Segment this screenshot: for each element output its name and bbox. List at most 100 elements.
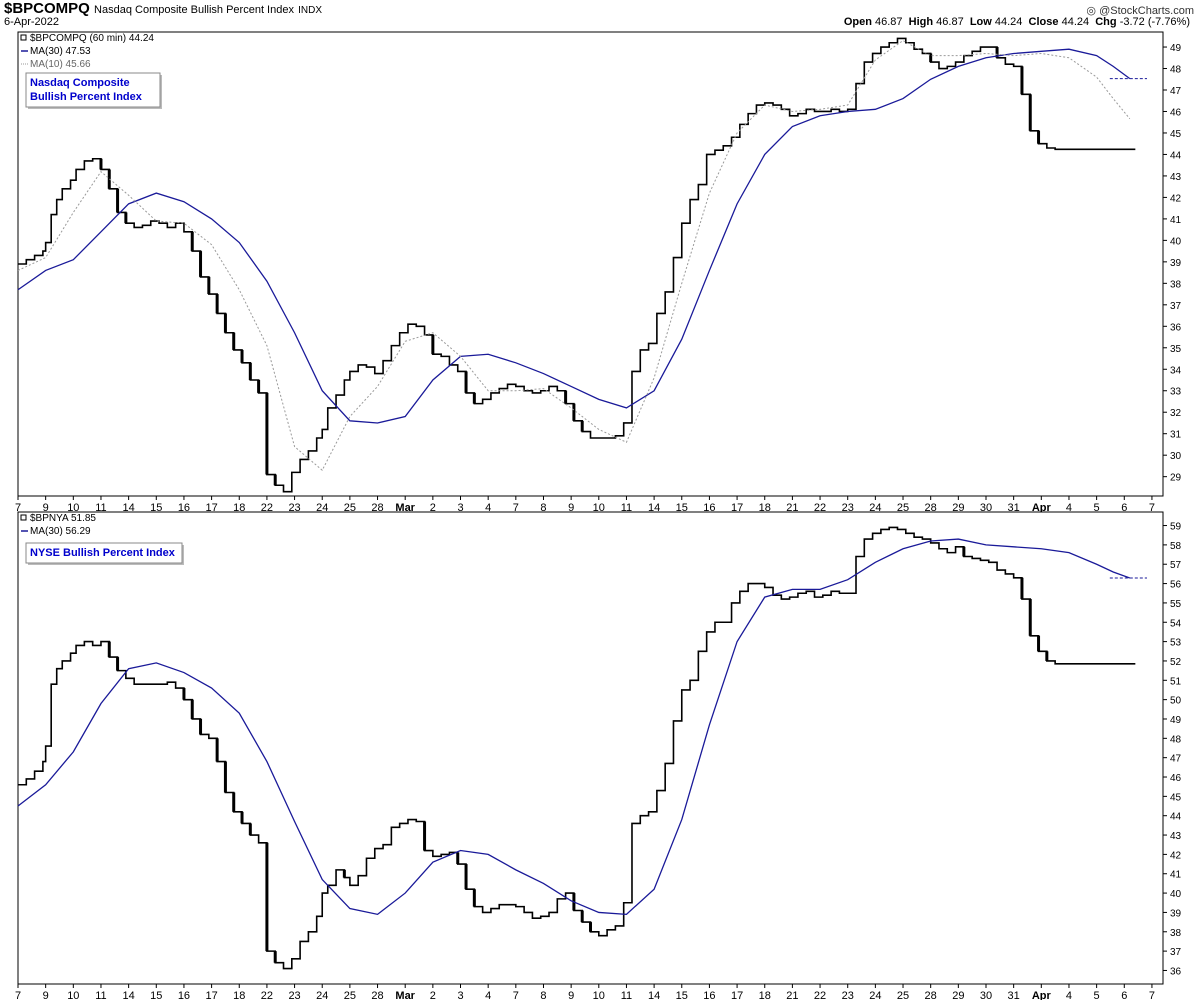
x-tick-label: 22 [261,990,273,1000]
chart-date: 6-Apr-2022 [4,16,60,28]
y-tick-label: 47 [1170,86,1182,97]
quote-bar: Open 46.87 High 46.87 Low 44.24 Close 44… [844,16,1190,28]
panel-1: 2930313233343536373839404142434445464748… [15,31,1182,514]
y-tick-label: 56 [1170,580,1182,591]
x-tick-label: 18 [759,990,771,1000]
y-tick-label: 49 [1170,43,1182,54]
x-tick-label: 7 [513,502,519,514]
x-tick-label: 17 [205,502,217,514]
symbol-text: $BPCOMPQ [4,0,90,17]
y-tick-label: 41 [1170,215,1182,226]
y-tick-label: 41 [1170,870,1182,881]
x-tick-label: 16 [703,990,715,1000]
annotation-text: Bullish Percent Index [30,91,143,103]
x-tick-label: 23 [842,502,854,514]
legend-symbol: $BPCOMPQ (60 min) 44.24 [30,33,154,44]
x-tick-label: 4 [485,502,491,514]
x-tick-label: 21 [786,990,798,1000]
y-tick-label: 40 [1170,889,1182,900]
x-tick-label: 3 [457,990,463,1000]
x-tick-label: 14 [123,502,135,514]
y-tick-label: 36 [1170,966,1182,977]
x-tick-label: 8 [540,990,546,1000]
x-tick-label: 5 [1094,502,1100,514]
y-tick-label: 59 [1170,522,1182,533]
x-tick-label: Apr [1032,502,1052,514]
y-tick-label: 44 [1170,812,1182,823]
x-tick-label: 24 [869,990,881,1000]
x-tick-label: 16 [178,990,190,1000]
x-tick-label: 2 [430,990,436,1000]
y-tick-label: 55 [1170,599,1182,610]
annotation-text: Nasdaq Composite [30,77,130,89]
x-tick-label: 29 [952,502,964,514]
x-tick-label: 28 [371,502,383,514]
y-tick-label: 39 [1170,258,1182,269]
x-tick-label: 31 [1008,990,1020,1000]
x-tick-label: 23 [288,502,300,514]
x-tick-label: 7 [1149,502,1155,514]
y-tick-label: 36 [1170,322,1182,333]
x-tick-label: 24 [316,502,328,514]
x-tick-label: Mar [395,502,415,514]
y-tick-label: 29 [1170,473,1182,484]
x-tick-label: 4 [1066,502,1072,514]
y-tick-label: 43 [1170,172,1182,183]
symbol-description: Nasdaq Composite Bullish Percent Index [94,4,294,16]
y-tick-label: 31 [1170,430,1182,441]
y-tick-label: 46 [1170,107,1182,118]
y-tick-label: 47 [1170,754,1182,765]
x-tick-label: 14 [648,990,660,1000]
x-tick-label: 9 [568,990,574,1000]
x-tick-label: 15 [676,990,688,1000]
low-label: Low [969,16,992,28]
x-tick-label: 15 [150,990,162,1000]
x-tick-label: 28 [371,990,383,1000]
y-tick-label: 48 [1170,65,1182,76]
x-tick-label: 8 [540,502,546,514]
x-tick-label: Mar [395,990,415,1000]
y-tick-label: 58 [1170,541,1182,552]
y-tick-label: 49 [1170,715,1182,726]
y-tick-label: 43 [1170,831,1182,842]
x-tick-label: 24 [316,990,328,1000]
y-tick-label: 37 [1170,947,1182,958]
open-value: 46.87 [875,16,903,28]
x-tick-label: 7 [1149,990,1155,1000]
y-tick-label: 45 [1170,792,1182,803]
open-label: Open [843,16,872,28]
watermark-text: @StockCharts.com [1099,5,1194,17]
chart-symbol: $BPCOMPQ Nasdaq Composite Bullish Percen… [4,0,322,17]
x-tick-label: 25 [897,502,909,514]
x-tick-label: 29 [952,990,964,1000]
y-tick-label: 38 [1170,928,1182,939]
y-tick-label: 54 [1170,618,1182,629]
price-series-line [18,526,1136,970]
exchange-label: INDX [298,5,323,16]
high-label: High [908,16,934,28]
x-tick-label: 10 [67,990,79,1000]
y-tick-label: 42 [1170,193,1182,204]
x-tick-label: 10 [593,990,605,1000]
ma30-line [17,48,1131,424]
y-tick-label: 32 [1170,408,1182,419]
x-tick-label: 10 [67,502,79,514]
x-tick-label: 23 [842,990,854,1000]
legend-ma30: MA(30) 47.53 [30,46,91,57]
x-tick-label: 16 [178,502,190,514]
y-tick-label: 39 [1170,908,1182,919]
y-tick-label: 48 [1170,734,1182,745]
x-tick-label: 22 [814,502,826,514]
x-tick-label: 10 [593,502,605,514]
plot-area [17,511,1164,985]
x-tick-label: 11 [95,502,106,514]
x-tick-label: 28 [925,502,937,514]
legend-ma10: MA(10) 45.66 [30,59,91,70]
panel-2: 3637383940414243444546474849505152535455… [15,511,1182,1000]
y-tick-label: 51 [1170,676,1182,687]
y-tick-label: 34 [1170,365,1182,376]
x-tick-label: 5 [1094,990,1100,1000]
x-tick-label: 11 [95,990,106,1000]
legend-swatch-icon [20,514,27,521]
x-tick-label: 14 [123,990,135,1000]
